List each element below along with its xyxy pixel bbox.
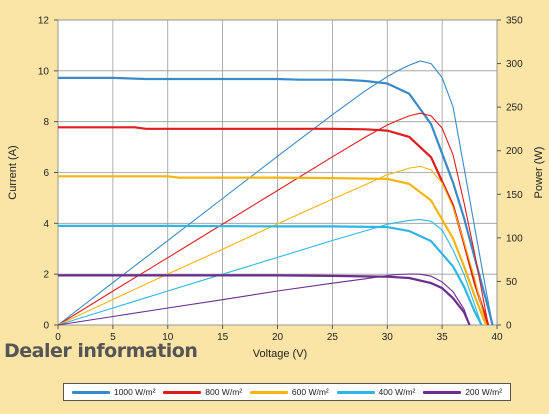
x-tick-label: 5 <box>110 332 116 343</box>
power-curve-2 <box>57 165 487 326</box>
legend-label: 200 W/m² <box>465 387 503 397</box>
x-tick-label: 15 <box>217 332 229 343</box>
legend-swatch <box>71 390 110 394</box>
y2-tick-label: 300 <box>506 59 523 70</box>
legend-item-1: 800 W/m² <box>163 387 242 397</box>
y-tick-label: 12 <box>38 16 50 27</box>
y2-tick-label: 250 <box>506 103 523 114</box>
x-tick-label: 30 <box>382 332 394 343</box>
legend-item-3: 400 W/m² <box>336 387 416 397</box>
legend-item-4: 200 W/m² <box>423 387 502 397</box>
legend-label: 800 W/m² <box>205 387 243 397</box>
power-curve-0 <box>57 60 494 326</box>
legend-label: 600 W/m² <box>291 387 329 397</box>
legend-swatch <box>163 390 202 394</box>
dealer-information-label: Dealer information <box>4 340 198 362</box>
y2-tick-label: 200 <box>506 146 523 157</box>
y-tick-label: 6 <box>43 168 49 179</box>
power-curve-1 <box>57 112 489 326</box>
legend-label: 1000 W/m² <box>113 387 156 397</box>
legend-item-2: 600 W/m² <box>249 387 329 397</box>
y-tick-label: 2 <box>43 270 49 281</box>
legend-swatch <box>336 390 375 394</box>
y2-tick-label: 0 <box>506 321 512 332</box>
y-tick-label: 4 <box>43 219 49 230</box>
current-curve-0 <box>58 76 494 326</box>
legend: 1000 W/m² 800 W/m² 600 W/m² 400 W/m² 200 W/m… <box>63 383 511 401</box>
y2-tick-label: 100 <box>506 233 523 244</box>
y2-tick-label: 50 <box>506 277 518 288</box>
x-tick-label: 20 <box>272 332 284 343</box>
y-axis-title: Current (A) <box>7 145 19 199</box>
current-curve-2 <box>58 175 488 326</box>
y-tick-label: 8 <box>43 117 49 128</box>
legend-item-0: 1000 W/m² <box>71 387 156 397</box>
y-tick-label: 10 <box>38 66 50 77</box>
power-curve-3 <box>57 219 483 326</box>
legend-label: 400 W/m² <box>378 387 416 397</box>
y2-axis-title: Power (W) <box>533 147 545 199</box>
x-tick-label: 35 <box>437 332 449 343</box>
y2-tick-label: 350 <box>506 16 523 27</box>
legend-swatch <box>249 390 288 394</box>
current-curve-4 <box>58 274 471 326</box>
legend-swatch <box>423 390 462 394</box>
x-axis-title: Voltage (V) <box>253 348 307 360</box>
power-curve-4 <box>57 273 471 326</box>
x-tick-label: 10 <box>162 332 174 343</box>
x-tick-label: 0 <box>55 332 61 343</box>
current-curve-3 <box>58 224 483 326</box>
x-tick-label: 25 <box>327 332 339 343</box>
y2-tick-label: 150 <box>506 190 523 201</box>
y-tick-label: 0 <box>43 321 49 332</box>
x-tick-label: 40 <box>491 332 503 343</box>
